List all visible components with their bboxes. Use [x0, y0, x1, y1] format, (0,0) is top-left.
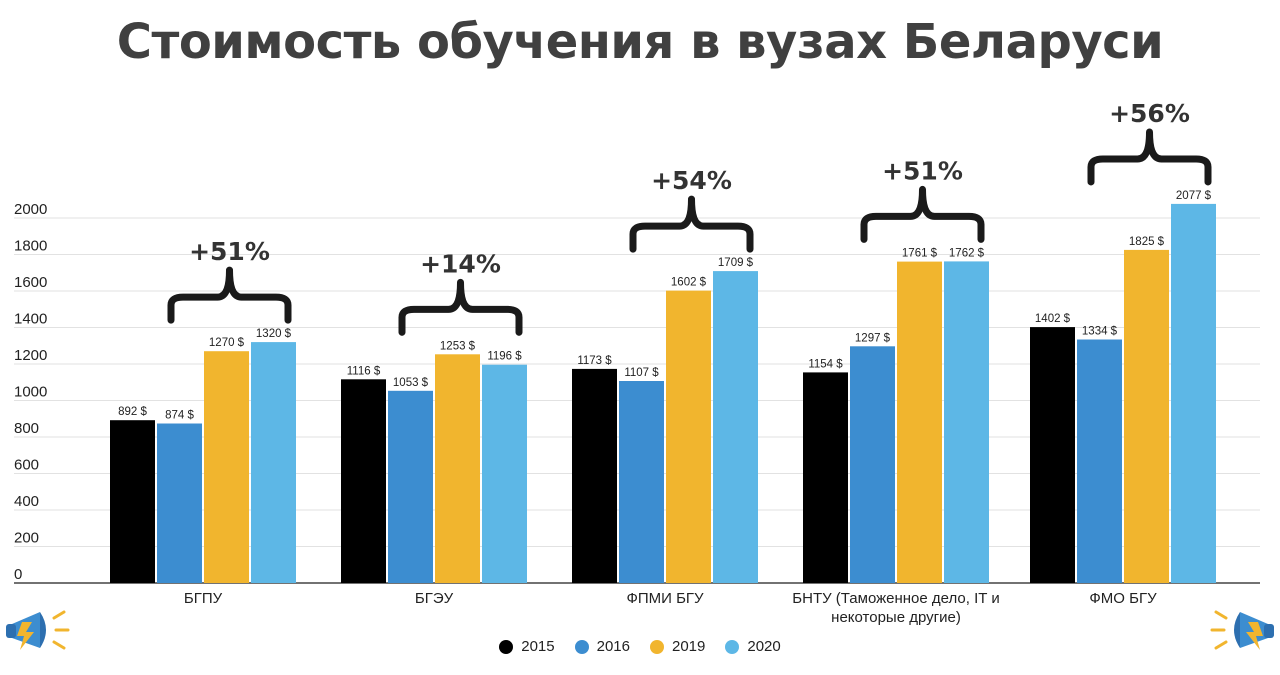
megaphone-icon	[1210, 610, 1274, 650]
data-label: 2077 $	[1176, 190, 1212, 202]
data-label: 1297 $	[855, 332, 891, 344]
x-category-label: БГПУ	[184, 590, 223, 607]
legend-label: 2015	[521, 638, 555, 655]
data-label: 1602 $	[671, 277, 707, 289]
y-tick-label: 1000	[14, 384, 47, 401]
bar-2015	[572, 368, 617, 583]
data-label: 1334 $	[1082, 326, 1118, 338]
data-label: 1253 $	[440, 340, 476, 352]
curly-brace	[629, 195, 754, 253]
data-labels: 892 $ 874 $ 1270 $ 1320 $ 1116 $ 1053 $ 1253 $…	[118, 190, 1212, 422]
bar-2019	[1124, 249, 1169, 583]
legend-dot	[725, 639, 740, 654]
data-label: 1116 $	[347, 365, 381, 377]
bar-2019	[897, 261, 942, 583]
data-label: 1154 $	[808, 358, 843, 370]
y-tick-label: 1800	[14, 238, 47, 255]
bar-2016	[388, 390, 433, 583]
x-category-label: БГЭУ	[415, 590, 454, 607]
bars	[110, 203, 1216, 583]
bar-2016	[850, 346, 895, 583]
bar-2020	[251, 342, 296, 583]
legend-item-2015[interactable]: 2015	[499, 638, 555, 655]
bar-2020	[482, 364, 527, 583]
legend-item-2019[interactable]: 2019	[650, 638, 705, 655]
y-tick-label: 200	[14, 530, 39, 547]
x-category-label: БНТУ (Таможенное дело, IT и некоторые дру…	[792, 590, 999, 626]
x-category-label: ФПМИ БГУ	[626, 590, 704, 607]
legend-dot	[499, 639, 514, 654]
bar-2016	[619, 381, 664, 583]
legend-label: 2016	[596, 638, 630, 655]
bar-2015	[341, 379, 386, 583]
data-label: 1709 $	[718, 257, 754, 269]
bar-2019	[666, 290, 711, 583]
chart-title: Стоимость обучения в вузах Беларуси	[116, 14, 1164, 70]
data-label: 1825 $	[1129, 236, 1165, 248]
data-label: 1270 $	[209, 337, 245, 349]
bar-2019	[204, 351, 249, 583]
data-label: 874 $	[165, 410, 194, 422]
y-tick-label: 1400	[14, 311, 47, 328]
growth-percent-label: +51%	[882, 156, 963, 185]
data-label: 1762 $	[949, 247, 985, 259]
bar-2016	[157, 423, 202, 583]
y-axis-ticks: 0 200 400 600 800 1000 1200 1400 1600 1800 2000	[14, 201, 47, 583]
growth-braces: +51% +14% +54% +51% +56%	[167, 99, 1212, 336]
legend-item-2020[interactable]: 2020	[725, 638, 781, 655]
y-tick-label: 2000	[14, 201, 47, 218]
legend: 2015 2016 2019 2020	[0, 638, 1280, 655]
bar-2015	[110, 420, 155, 583]
y-tick-label: 1200	[14, 347, 47, 364]
bar-2020	[1171, 203, 1216, 583]
growth-percent-label: +51%	[189, 237, 270, 266]
growth-percent-label: +14%	[420, 249, 501, 278]
y-tick-label: 400	[14, 493, 39, 510]
x-axis-categories: БГПУ БГЭУ ФПМИ БГУ БНТУ (Таможенное дело, I…	[184, 590, 1157, 626]
data-label: 1053 $	[393, 377, 429, 389]
bar-2015	[1030, 327, 1075, 583]
curly-brace	[1087, 128, 1212, 186]
x-category-label: ФМО БГУ	[1089, 590, 1157, 607]
bar-2020	[713, 271, 758, 583]
bar-2016	[1077, 339, 1122, 583]
curly-brace	[860, 185, 985, 243]
legend-label: 2020	[747, 638, 781, 655]
legend-dot	[650, 639, 664, 654]
bar-2015	[803, 372, 848, 583]
data-label: 1173 $	[577, 355, 612, 367]
curly-brace	[167, 266, 292, 324]
data-label: 892 $	[118, 406, 147, 418]
growth-percent-label: +56%	[1109, 99, 1190, 128]
legend-item-2016[interactable]: 2016	[574, 638, 630, 655]
data-label: 1402 $	[1035, 313, 1071, 325]
legend-dot	[574, 639, 589, 654]
bar-2020	[944, 261, 989, 583]
curly-brace	[398, 278, 523, 336]
growth-percent-label: +54%	[651, 166, 732, 195]
y-tick-label: 1600	[14, 274, 47, 291]
y-tick-label: 600	[14, 457, 39, 474]
y-tick-label: 0	[14, 566, 22, 583]
megaphone-icon	[6, 610, 70, 650]
data-label: 1107 $	[624, 367, 659, 379]
data-label: 1320 $	[256, 328, 292, 340]
legend-label: 2019	[672, 638, 706, 655]
data-label: 1761 $	[902, 248, 938, 260]
y-tick-label: 800	[14, 420, 39, 437]
data-label: 1196 $	[487, 351, 522, 363]
bar-2019	[435, 354, 480, 583]
